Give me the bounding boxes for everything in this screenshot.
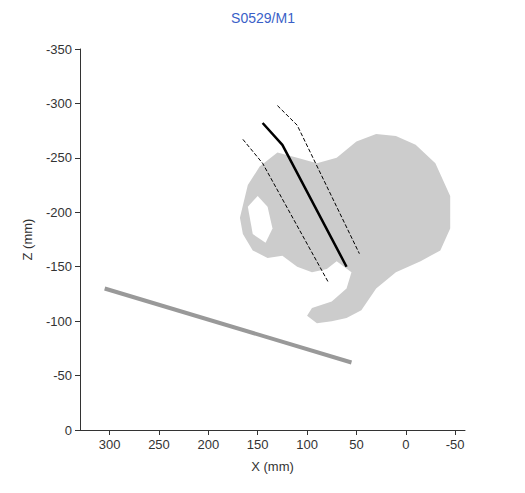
svg-text:S0529/M1: S0529/M1 [231, 10, 295, 26]
svg-text:150: 150 [247, 437, 269, 452]
svg-text:Z (mm): Z (mm) [20, 219, 35, 261]
svg-text:200: 200 [197, 437, 219, 452]
svg-text:-350: -350 [46, 42, 72, 57]
svg-text:0: 0 [402, 437, 409, 452]
svg-text:X (mm): X (mm) [251, 459, 294, 474]
svg-text:-100: -100 [46, 314, 72, 329]
svg-text:-250: -250 [46, 150, 72, 165]
svg-text:300: 300 [99, 437, 121, 452]
svg-text:-200: -200 [46, 205, 72, 220]
svg-text:-50: -50 [446, 437, 465, 452]
svg-text:250: 250 [148, 437, 170, 452]
svg-text:50: 50 [349, 437, 363, 452]
svg-text:0: 0 [65, 423, 72, 438]
svg-text:-50: -50 [53, 368, 72, 383]
svg-text:-150: -150 [46, 259, 72, 274]
svg-text:100: 100 [296, 437, 318, 452]
svg-text:-300: -300 [46, 96, 72, 111]
